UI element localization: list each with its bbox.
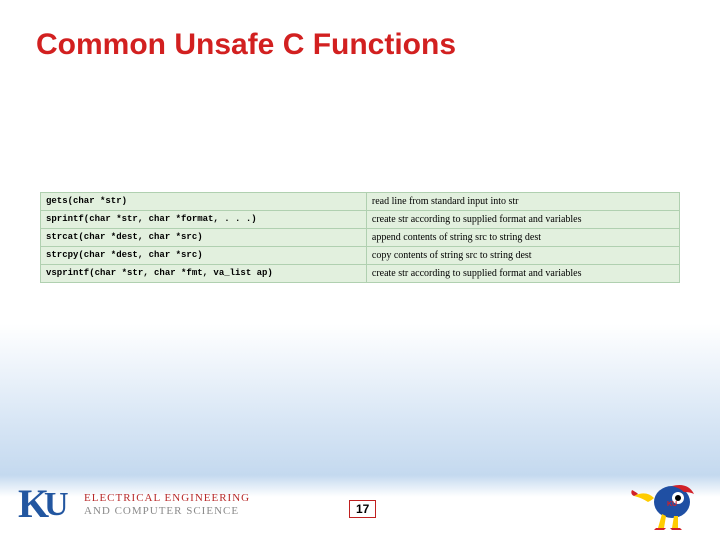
table-row: sprintf(char *str, char *format, . . .) … [41,211,680,229]
functions-table: gets(char *str) read line from standard … [40,192,680,283]
fn-signature: gets(char *str) [41,193,367,211]
dept-line2: AND COMPUTER SCIENCE [84,505,250,517]
fn-signature: vsprintf(char *str, char *fmt, va_list a… [41,265,367,283]
department-label: ELECTRICAL ENGINEERING AND COMPUTER SCIE… [84,492,250,517]
footer: K U ELECTRICAL ENGINEERING AND COMPUTER … [0,470,720,540]
fn-description: append contents of string src to string … [366,229,679,247]
svg-text:KU: KU [667,501,677,508]
fn-description: copy contents of string src to string de… [366,247,679,265]
table-row: strcat(char *dest, char *src) append con… [41,229,680,247]
fn-description: create str according to supplied format … [366,211,679,229]
fn-description: read line from standard input into str [366,193,679,211]
fn-signature: strcpy(char *dest, char *src) [41,247,367,265]
jayhawk-icon: KU [628,472,698,530]
table-row: gets(char *str) read line from standard … [41,193,680,211]
dept-line1: ELECTRICAL ENGINEERING [84,492,250,504]
table-row: strcpy(char *dest, char *src) copy conte… [41,247,680,265]
page-title: Common Unsafe C Functions [36,28,456,62]
fn-signature: strcat(char *dest, char *src) [41,229,367,247]
ku-logo: K U ELECTRICAL ENGINEERING AND COMPUTER … [18,482,250,526]
fn-description: create str according to supplied format … [366,265,679,283]
page-number: 17 [349,500,376,518]
table-row: vsprintf(char *str, char *fmt, va_list a… [41,265,680,283]
fn-signature: sprintf(char *str, char *format, . . .) [41,211,367,229]
ku-wordmark-icon: K U [18,482,76,526]
ku-letter-u: U [44,486,69,524]
